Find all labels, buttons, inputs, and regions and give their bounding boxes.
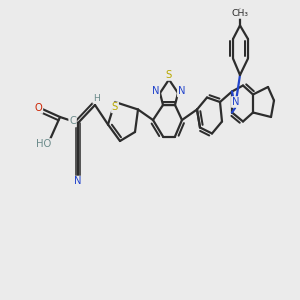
- Text: CH₃: CH₃: [232, 9, 248, 18]
- Text: N: N: [178, 86, 185, 97]
- Text: H: H: [93, 94, 100, 103]
- Text: S: S: [112, 102, 118, 112]
- Text: N: N: [152, 86, 159, 97]
- Text: N: N: [232, 97, 239, 107]
- Text: O: O: [34, 103, 42, 113]
- Text: N: N: [74, 176, 82, 187]
- Text: C: C: [69, 116, 76, 127]
- Text: S: S: [166, 70, 172, 80]
- Text: HO: HO: [36, 139, 51, 149]
